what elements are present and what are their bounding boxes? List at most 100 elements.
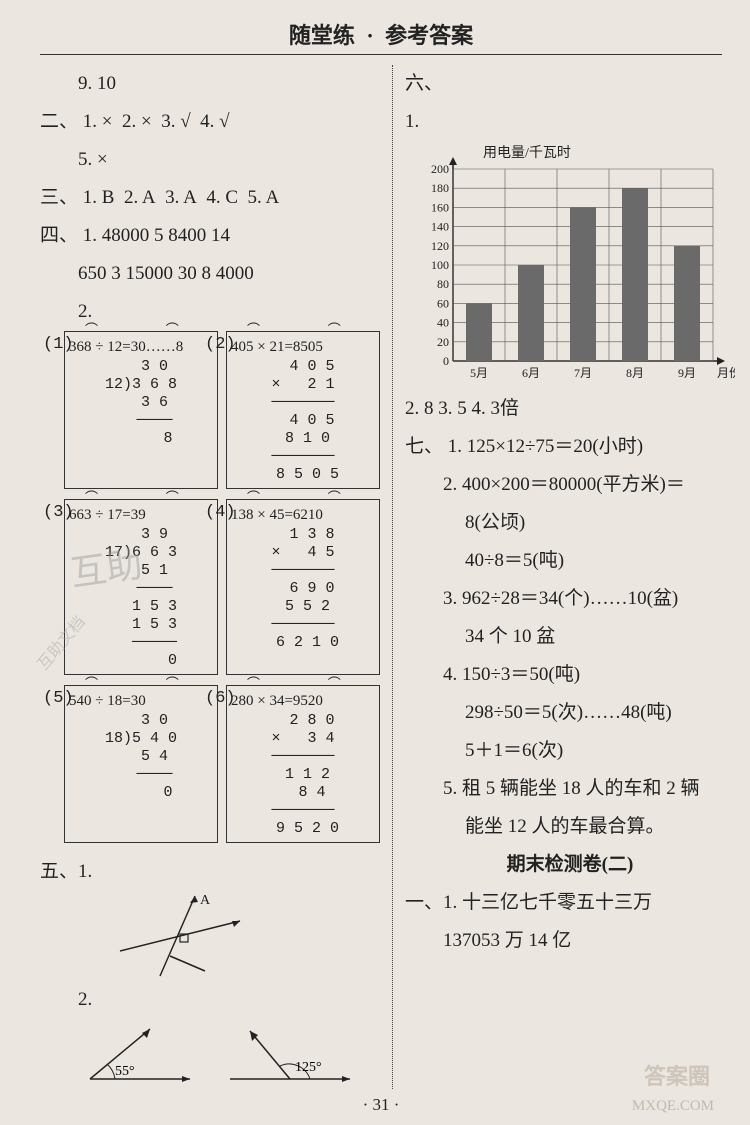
sec2-i5: 5. × [40, 141, 380, 179]
exam-title: 期末检测卷(二) [405, 846, 735, 884]
column-divider [392, 65, 393, 1089]
wb3-calc: 3 9 17)6 6 3 5 1 ──── 1 5 3 1 5 3 ───── … [69, 526, 213, 670]
svg-text:160: 160 [431, 200, 449, 214]
sec7-q4b: 298÷50＝5(次)……48(吨) [405, 694, 735, 732]
workbox-1: (1) ⌒ ⌒ 368 ÷ 12=30……8 3 0 12)3 6 8 3 6 … [64, 331, 218, 489]
q9: 9. 10 [40, 65, 380, 103]
wb5-title: 540 ÷ 18=30 [69, 692, 213, 710]
wb3-title: 663 ÷ 17=39 [69, 506, 213, 524]
svg-text:6月: 6月 [522, 366, 540, 380]
sec5-1: 五、1. [40, 853, 380, 891]
geom-2: 55° 125° [80, 1019, 380, 1089]
wb5-idx: (5) [43, 690, 74, 708]
hdr-right: 参考答案 [385, 23, 473, 48]
wb3-idx: (3) [43, 504, 74, 522]
svg-text:80: 80 [437, 277, 449, 291]
hdr-left: 随堂练 [289, 23, 355, 48]
geom-label-a: A [200, 893, 211, 908]
header-rule [40, 54, 722, 55]
svg-text:200: 200 [431, 162, 449, 176]
sec5-2: 2. [40, 981, 380, 1019]
svg-text:20: 20 [437, 335, 449, 349]
sec7-lead: 七、 [405, 436, 443, 457]
left-column: 9. 10 二、 1. × 2. × 3. √ 4. √ 5. × 三、 1. … [40, 65, 380, 1089]
sec7-q4a: 4. 150÷3＝50(吨) [405, 656, 735, 694]
sec4-first: 1. 48000 5 8400 14 [83, 225, 230, 246]
wb6-calc: 2 8 0 × 3 4 ─────── 1 1 2 8 4 ─────── 9 … [231, 712, 375, 838]
sec4-line2: 650 3 15000 30 8 4000 [40, 255, 380, 293]
wb6-idx: (6) [205, 690, 236, 708]
sec3-i3: 3. A [165, 187, 197, 208]
angle-125: 125° [295, 1060, 322, 1075]
wb1-title: 368 ÷ 12=30……8 [69, 338, 213, 356]
svg-text:120: 120 [431, 239, 449, 253]
wb1-idx: (1) [43, 336, 74, 354]
sec6: 六、 [405, 65, 735, 103]
page-header: 随堂练 · 参考答案 [40, 18, 722, 50]
page-number: · 31 · [40, 1095, 722, 1115]
svg-text:用电量/千瓦时: 用电量/千瓦时 [483, 145, 571, 161]
hdr-dot: · [366, 23, 373, 48]
binder-tabs-icon: ⌒ ⌒ [247, 490, 371, 508]
wb5-calc: 3 0 18)5 4 0 5 4 ──── 0 [69, 712, 213, 802]
sec7-q2a: 2. 400×200＝80000(平方米)＝ [405, 466, 735, 504]
geom-1: A [110, 891, 380, 981]
svg-text:月份: 月份 [717, 366, 735, 380]
sec2-lead: 二、 [40, 111, 78, 132]
svg-text:9月: 9月 [678, 366, 696, 380]
sec7-q4c: 5＋1＝6(次) [405, 732, 735, 770]
sec3: 三、 1. B 2. A 3. A 4. C 5. A [40, 179, 380, 217]
sec3-i2: 2. A [124, 187, 156, 208]
exam-1a: 一、1. 十三亿七千零五十三万 [405, 884, 735, 922]
svg-text:60: 60 [437, 296, 449, 310]
sec3-i5: 5. A [248, 187, 280, 208]
sec4-line1: 四、 1. 48000 5 8400 14 [40, 217, 380, 255]
sec3-i1: 1. B [83, 187, 115, 208]
sec2-i1: 1. × [83, 111, 113, 132]
sec7-q1v: 1. 125×12÷75＝20(小时) [448, 436, 643, 457]
svg-text:8月: 8月 [626, 366, 644, 380]
wb4-title: 138 × 45=6210 [231, 506, 375, 524]
wb6-title: 280 × 34=9520 [231, 692, 375, 710]
sec7-q1: 七、 1. 125×12÷75＝20(小时) [405, 428, 735, 466]
sec7-q2c: 40÷8＝5(吨) [405, 542, 735, 580]
binder-tabs-icon: ⌒ ⌒ [247, 676, 371, 694]
wb2-idx: (2) [205, 336, 236, 354]
svg-text:7月: 7月 [574, 366, 592, 380]
wb2-title: 405 × 21=8505 [231, 338, 375, 356]
wb4-calc: 1 3 8 × 4 5 ─────── 6 9 0 5 5 2 ─────── … [231, 526, 375, 652]
binder-tabs-icon: ⌒ ⌒ [85, 676, 209, 694]
sec4-lead: 四、 [40, 225, 78, 246]
workbox-5: (5) ⌒ ⌒ 540 ÷ 18=30 3 0 18)5 4 0 5 4 ───… [64, 685, 218, 843]
binder-tabs-icon: ⌒ ⌒ [85, 322, 209, 340]
sec3-i4: 4. C [206, 187, 238, 208]
sec6-answers: 2. 8 3. 5 4. 3倍 [405, 390, 735, 428]
wb2-calc: 4 0 5 × 2 1 ─────── 4 0 5 8 1 0 ─────── … [231, 358, 375, 484]
svg-text:0: 0 [443, 354, 449, 368]
exam-1b: 137053 万 14 亿 [405, 922, 735, 960]
wb4-idx: (4) [205, 504, 236, 522]
binder-tabs-icon: ⌒ ⌒ [85, 490, 209, 508]
sec2-i4: 4. √ [200, 111, 229, 132]
sec7-q3a: 3. 962÷28＝34(个)……10(盆) [405, 580, 735, 618]
electricity-chart: 用电量/千瓦时0204060801001201401601802005月6月7月… [415, 145, 735, 390]
workbox-2: (2) ⌒ ⌒ 405 × 21=8505 4 0 5 × 2 1 ──────… [226, 331, 380, 489]
workbox-6: (6) ⌒ ⌒ 280 × 34=9520 2 8 0 × 3 4 ──────… [226, 685, 380, 843]
sec7-q5b: 能坐 12 人的车最合算。 [405, 808, 735, 846]
sec7-q3b: 34 个 10 盆 [405, 618, 735, 656]
binder-tabs-icon: ⌒ ⌒ [247, 322, 371, 340]
right-column: 六、 1. 用电量/千瓦时020406080100120140160180200… [405, 65, 735, 1089]
svg-text:140: 140 [431, 220, 449, 234]
sec7-q2b: 8(公顷) [405, 504, 735, 542]
wb1-calc: 3 0 12)3 6 8 3 6 ──── 8 [69, 358, 213, 448]
svg-text:100: 100 [431, 258, 449, 272]
workbox-4: (4) ⌒ ⌒ 138 × 45=6210 1 3 8 × 4 5 ──────… [226, 499, 380, 675]
workbox-3: (3) ⌒ ⌒ 663 ÷ 17=39 3 9 17)6 6 3 5 1 ───… [64, 499, 218, 675]
sec2-i3: 3. √ [161, 111, 190, 132]
sec3-lead: 三、 [40, 187, 78, 208]
svg-text:180: 180 [431, 181, 449, 195]
sec7-q5a: 5. 租 5 辆能坐 18 人的车和 2 辆 [405, 770, 735, 808]
sec2: 二、 1. × 2. × 3. √ 4. √ [40, 103, 380, 141]
svg-text:5月: 5月 [470, 366, 488, 380]
angle-55: 55° [115, 1064, 135, 1079]
